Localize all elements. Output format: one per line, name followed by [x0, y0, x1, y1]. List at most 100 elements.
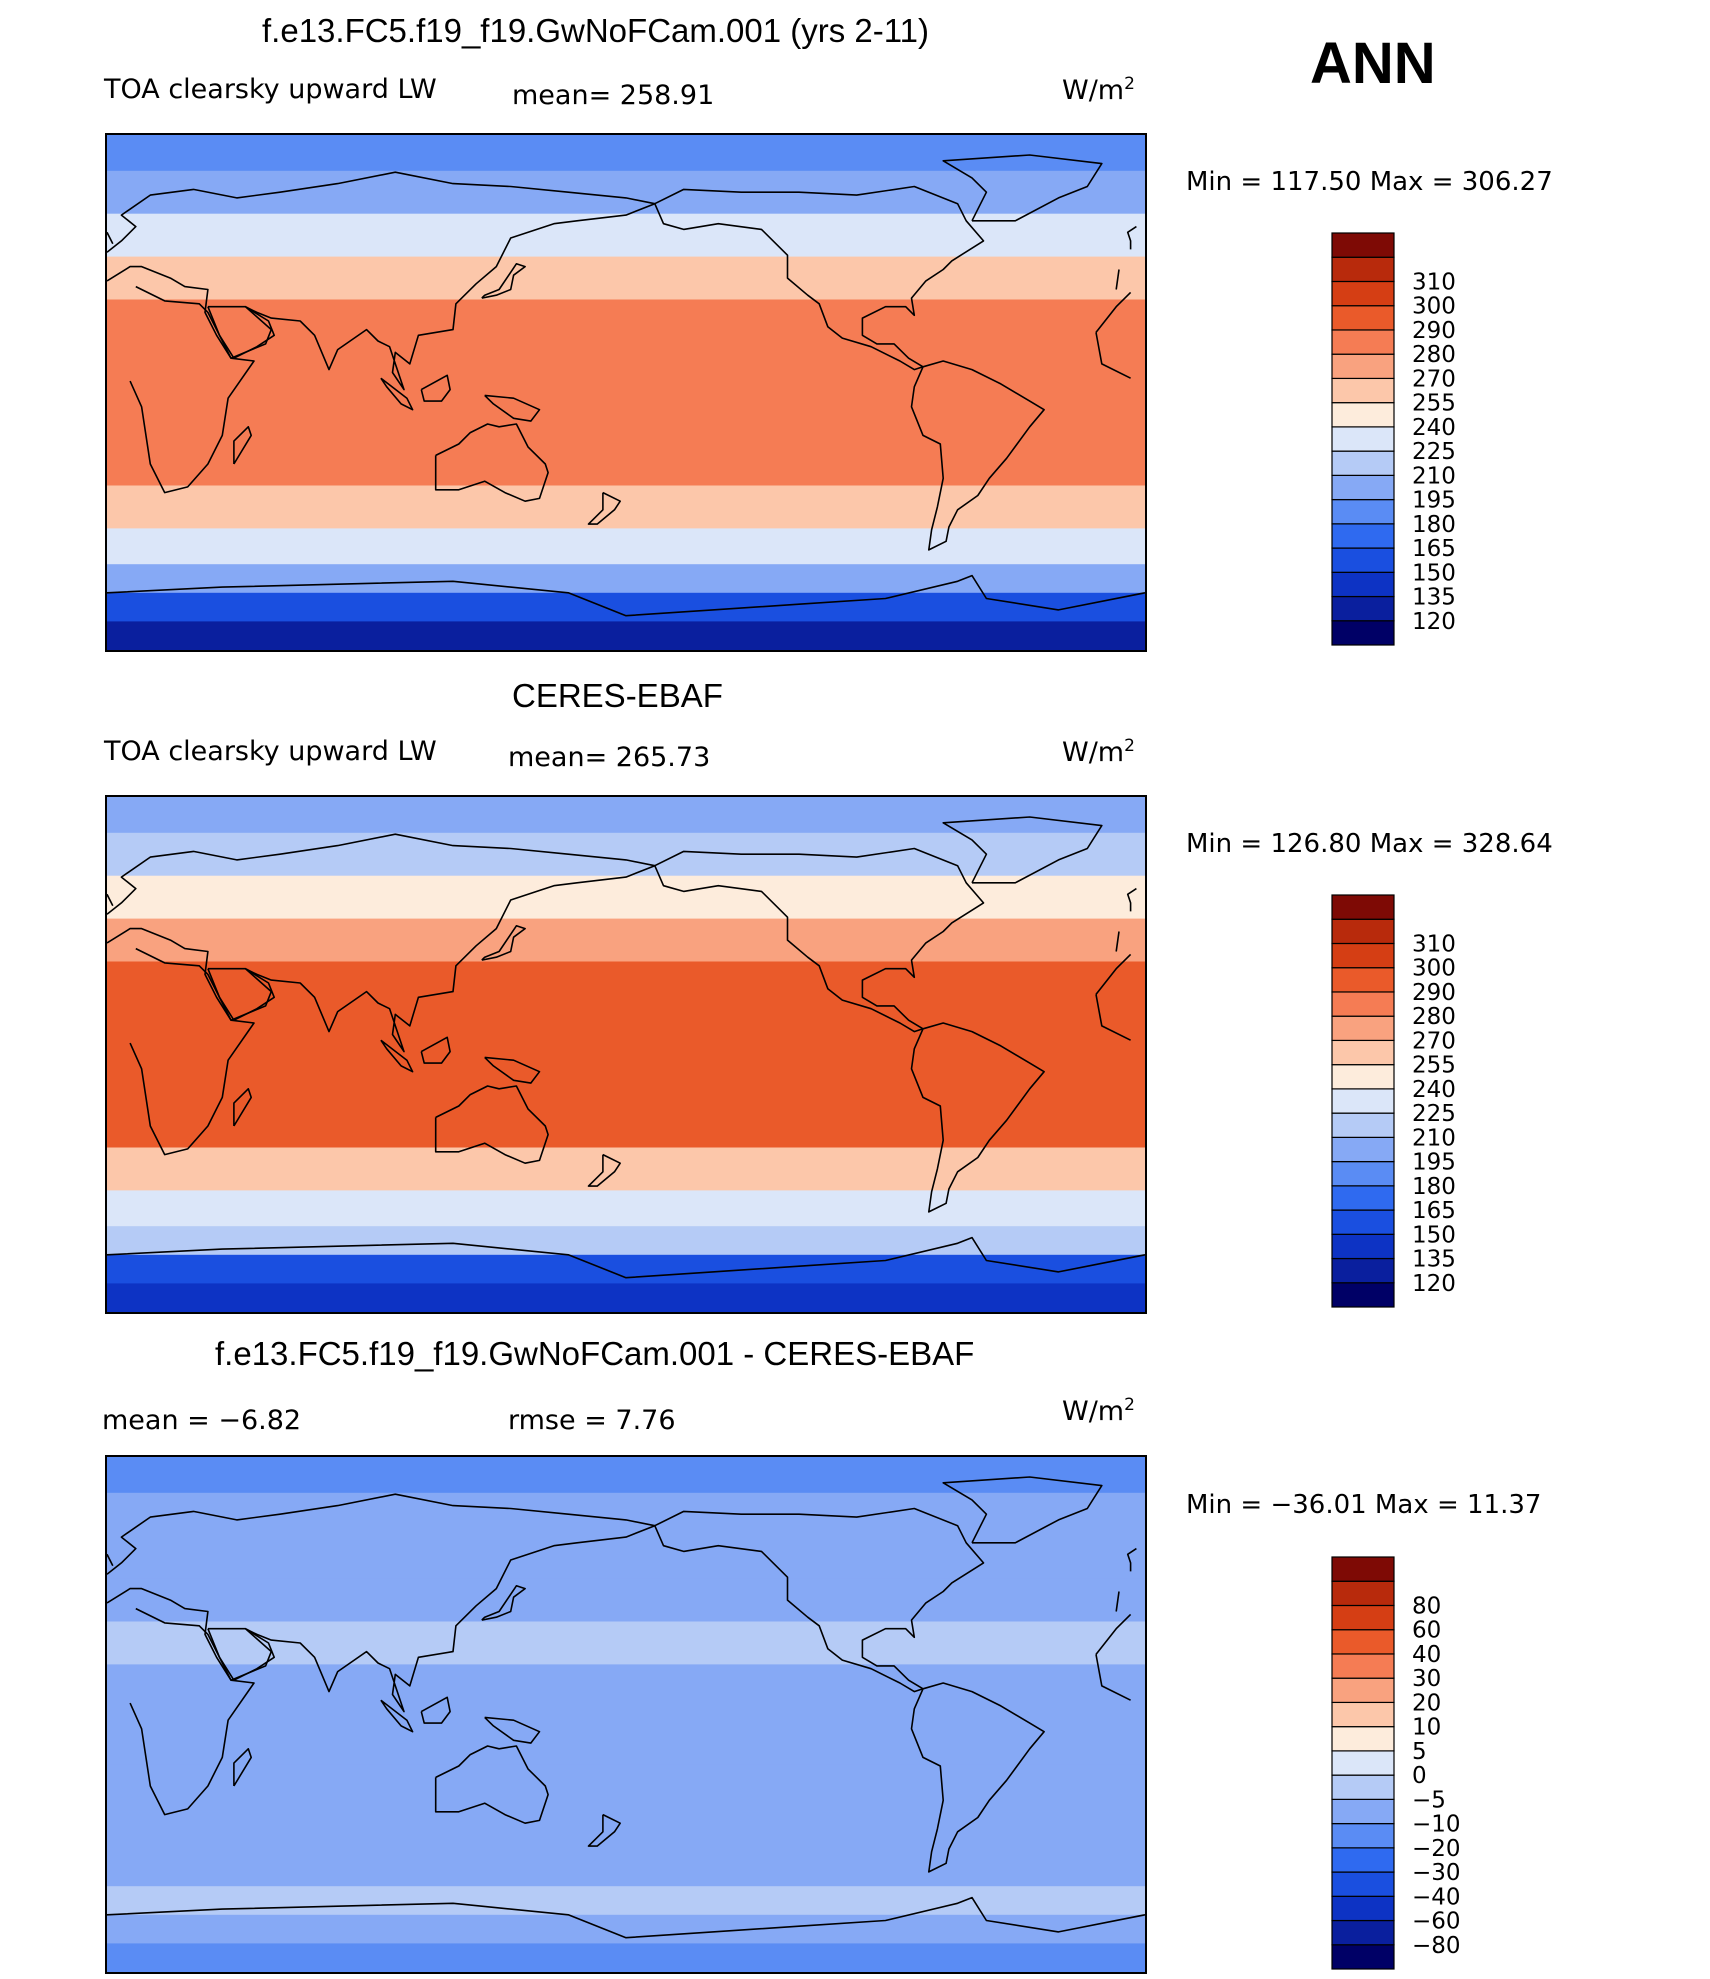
- zonal-band: [107, 592, 1145, 622]
- zonal-band: [107, 1914, 1145, 1944]
- colorbar-tick-label: 225: [1412, 1101, 1456, 1127]
- coastline-arabia: [207, 1627, 275, 1681]
- coastline-antarctica: [107, 574, 1145, 617]
- colorbar-tick-label: 135: [1412, 1247, 1456, 1273]
- colorbar-tick-label: 240: [1412, 1077, 1456, 1103]
- colorbar-tick-label: −10: [1412, 1812, 1461, 1838]
- coastline-japan: [481, 925, 526, 961]
- panel2-units: W/m2: [1062, 736, 1135, 768]
- coastline-australia: [434, 1085, 549, 1164]
- zonal-band: [107, 1850, 1145, 1887]
- coastline-africa: [1095, 291, 1132, 333]
- colorbar-swatch: [1331, 991, 1395, 1017]
- colorbar-swatch: [1331, 1233, 1395, 1260]
- coastline-africa: [1095, 1613, 1132, 1655]
- colorbar-tick-label: 310: [1412, 270, 1456, 296]
- zonal-band: [107, 485, 1145, 529]
- panel1-colorbar: 120 135 150 165 180 195 210 225 240 255 270 280 290 3…: [1331, 232, 1456, 646]
- zonal-band: [107, 1054, 1145, 1106]
- colorbar-tick-label: 180: [1412, 512, 1456, 538]
- zonal-band: [107, 528, 1145, 565]
- coastline-eurasia: [107, 833, 656, 1053]
- colorbar-swatch: [1331, 1944, 1395, 1970]
- panel3-units: W/m2: [1062, 1395, 1135, 1427]
- coastline-japan: [481, 1585, 526, 1621]
- zonal-band: [107, 1807, 1145, 1851]
- panel3-map: [105, 1455, 1147, 1974]
- panel2-title: CERES-EBAF: [512, 677, 723, 714]
- colorbar-tick-label: 225: [1412, 439, 1456, 465]
- zonal-band: [107, 392, 1145, 444]
- colorbar-tick-label: 120: [1412, 1271, 1456, 1297]
- coastline-arabia: [207, 305, 275, 359]
- coastline-australia: [434, 423, 549, 502]
- coastline-uk: [1126, 225, 1137, 250]
- panel3-title: f.e13.FC5.f19_f19.GwNoFCam.001 - CERES-E…: [215, 1335, 975, 1372]
- season-label: ANN: [1310, 31, 1436, 96]
- coastline-uk: [1126, 1547, 1137, 1572]
- coastline-ng: [484, 394, 541, 422]
- zonal-band: [107, 1621, 1145, 1665]
- zonal-band: [107, 1886, 1145, 1916]
- colorbar-swatch: [1331, 1556, 1395, 1582]
- zonal-band: [107, 832, 1145, 877]
- colorbar-swatch: [1331, 1136, 1395, 1163]
- zonal-band: [107, 918, 1145, 962]
- coastline-greenland: [942, 1476, 1103, 1544]
- coastline-eurasia: [107, 1493, 656, 1713]
- colorbar-tick-label: 195: [1412, 488, 1456, 514]
- colorbar-tick-label: 310: [1412, 932, 1456, 958]
- coastline-australia: [434, 1745, 549, 1824]
- colorbar-tick-label: 255: [1412, 1053, 1456, 1079]
- colorbar-tick-label: 165: [1412, 1198, 1456, 1224]
- colorbar-swatch: [1331, 595, 1395, 622]
- panel3-rmse: rmse = 7.76: [508, 1405, 676, 1436]
- panel1-minmax: Min = 117.50 Max = 306.27: [1186, 167, 1553, 197]
- colorbar-swatch: [1331, 305, 1395, 331]
- panel2-minmax: Min = 126.80 Max = 328.64: [1186, 829, 1553, 859]
- panel1-title: f.e13.FC5.f19_f19.GwNoFCam.001 (yrs 2-11…: [262, 12, 929, 49]
- colorbar-swatch: [1331, 1701, 1395, 1728]
- colorbar-swatch: [1331, 1112, 1395, 1138]
- coastline-uk: [1126, 887, 1137, 912]
- zonal-band: [107, 1764, 1145, 1808]
- zonal-band: [107, 1943, 1145, 1972]
- zonal-band: [107, 1714, 1145, 1766]
- colorbar-swatch: [1331, 232, 1395, 258]
- colorbar-swatch: [1331, 523, 1395, 549]
- colorbar-swatch: [1331, 280, 1395, 307]
- zonal-band: [107, 621, 1145, 650]
- colorbar-swatch: [1331, 1847, 1395, 1873]
- coastline-samerica: [910, 360, 1045, 551]
- colorbar-swatch: [1331, 894, 1395, 920]
- coastline-samerica: [910, 1682, 1045, 1873]
- coastline-antarctica: [107, 1236, 1145, 1279]
- colorbar-swatch: [1331, 1653, 1395, 1679]
- colorbar-swatch: [1331, 1750, 1395, 1776]
- colorbar-swatch: [1331, 1064, 1395, 1090]
- coastline-africa: [129, 285, 255, 494]
- colorbar-swatch: [1331, 571, 1395, 598]
- zonal-band: [107, 342, 1145, 393]
- colorbar-tick-label: 150: [1412, 560, 1456, 586]
- panel2-map: [105, 795, 1147, 1314]
- colorbar-swatch: [1331, 1257, 1395, 1284]
- coastline-namerica: [654, 185, 985, 371]
- zonal-band: [107, 256, 1145, 300]
- panel1-map: [105, 133, 1147, 652]
- colorbar-swatch: [1331, 474, 1395, 501]
- coastline-africa: [1095, 953, 1132, 995]
- colorbar-swatch: [1331, 377, 1395, 404]
- coastline-antarctica: [107, 1896, 1145, 1939]
- colorbar-swatch: [1331, 1039, 1395, 1066]
- colorbar-swatch: [1331, 329, 1395, 355]
- colorbar-tick-label: 180: [1412, 1174, 1456, 1200]
- colorbar-tick-label: 20: [1412, 1690, 1441, 1716]
- colorbar-swatch: [1331, 1798, 1395, 1825]
- coastline-nz: [587, 491, 621, 525]
- colorbar-tick-label: 300: [1412, 294, 1456, 320]
- colorbar-tick-label: −80: [1412, 1933, 1461, 1959]
- coastline-greenland: [942, 816, 1103, 884]
- colorbar-swatch: [1331, 1282, 1395, 1308]
- colorbar-swatch: [1331, 1604, 1395, 1631]
